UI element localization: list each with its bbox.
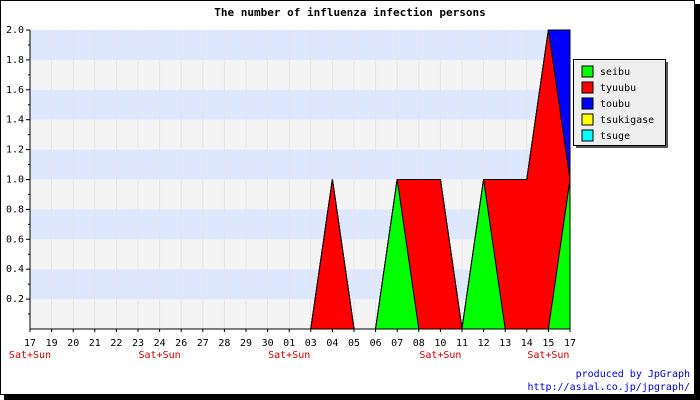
y-tick-label: 1.4	[6, 115, 24, 126]
x-tick-label: 12	[478, 338, 490, 349]
x-tick-label: 14	[521, 338, 533, 349]
x-tick-label: 17	[24, 338, 36, 349]
x-axis: 17 19 20 21 22 23 24 26 27 28 29 30 01 03 04 05 06 07 08 10…	[9, 328, 576, 361]
weekend-label: Sat+Sun	[9, 350, 51, 361]
legend-label-tsukigase: tsukigase	[600, 115, 654, 126]
grid-band	[30, 149, 570, 180]
x-tick-label: 13	[499, 338, 511, 349]
x-tick-label: 08	[413, 338, 425, 349]
y-tick-label: 1.0	[6, 175, 24, 186]
grid-band	[30, 89, 570, 120]
y-axis: 0.2 0.4 0.6 0.8 1.0 1.2 1.4 1.6 1.8 2.0	[6, 25, 31, 329]
weekend-label: Sat+Sun	[419, 350, 461, 361]
x-tick-label: 07	[391, 338, 403, 349]
chart-title: The number of influenza infection person…	[214, 6, 486, 19]
legend-swatch-seibu	[581, 65, 594, 78]
x-tick-label: 30	[262, 338, 274, 349]
x-tick-label: 06	[370, 338, 382, 349]
x-tick-label: 26	[175, 338, 187, 349]
weekend-label: Sat+Sun	[268, 350, 310, 361]
x-tick-label: 03	[305, 338, 317, 349]
y-tick-label: 1.6	[6, 85, 24, 96]
weekend-label: Sat+Sun	[527, 350, 569, 361]
x-tick-label: 29	[240, 338, 252, 349]
x-tick-label: 19	[46, 338, 58, 349]
legend-label-tyuubu: tyuubu	[600, 83, 636, 94]
legend: seibu tyuubu toubu tsukigase tsuge	[573, 59, 668, 148]
x-tick-label: 17	[564, 338, 576, 349]
x-tick-label: 04	[326, 338, 338, 349]
x-tick-label: 05	[348, 338, 360, 349]
y-tick-label: 0.6	[6, 234, 24, 245]
x-tick-label: 23	[132, 338, 144, 349]
x-tick-label: 21	[89, 338, 101, 349]
weekend-label: Sat+Sun	[139, 350, 181, 361]
x-tick-label: 15	[542, 338, 554, 349]
y-tick-label: 0.4	[6, 264, 24, 275]
legend-label-toubu: toubu	[600, 99, 630, 110]
y-tick-label: 2.0	[6, 25, 24, 36]
credit-line-2: http://asial.co.jp/jpgraph/	[527, 382, 690, 393]
y-tick-label: 1.8	[6, 55, 24, 66]
credit-line-1: produced by JpGraph	[576, 369, 690, 380]
legend-swatch-tyuubu	[581, 81, 594, 94]
x-tick-label: 20	[67, 338, 79, 349]
legend-swatch-tsukigase	[581, 113, 594, 126]
grid-band	[30, 30, 570, 60]
legend-label-seibu: seibu	[600, 67, 630, 78]
legend-swatch-tsuge	[581, 129, 594, 142]
legend-swatch-toubu	[581, 97, 594, 110]
y-tick-label: 0.8	[6, 204, 24, 215]
legend-label-tsuge: tsuge	[600, 131, 630, 142]
y-tick-label: 1.2	[6, 145, 24, 156]
x-tick-label: 28	[218, 338, 230, 349]
x-tick-label: 27	[197, 338, 209, 349]
y-tick-label: 0.2	[6, 294, 24, 305]
x-tick-label: 10	[434, 338, 446, 349]
x-tick-label: 22	[110, 338, 122, 349]
x-tick-label: 01	[283, 338, 295, 349]
x-tick-label: 11	[456, 338, 468, 349]
x-tick-label: 24	[154, 338, 166, 349]
